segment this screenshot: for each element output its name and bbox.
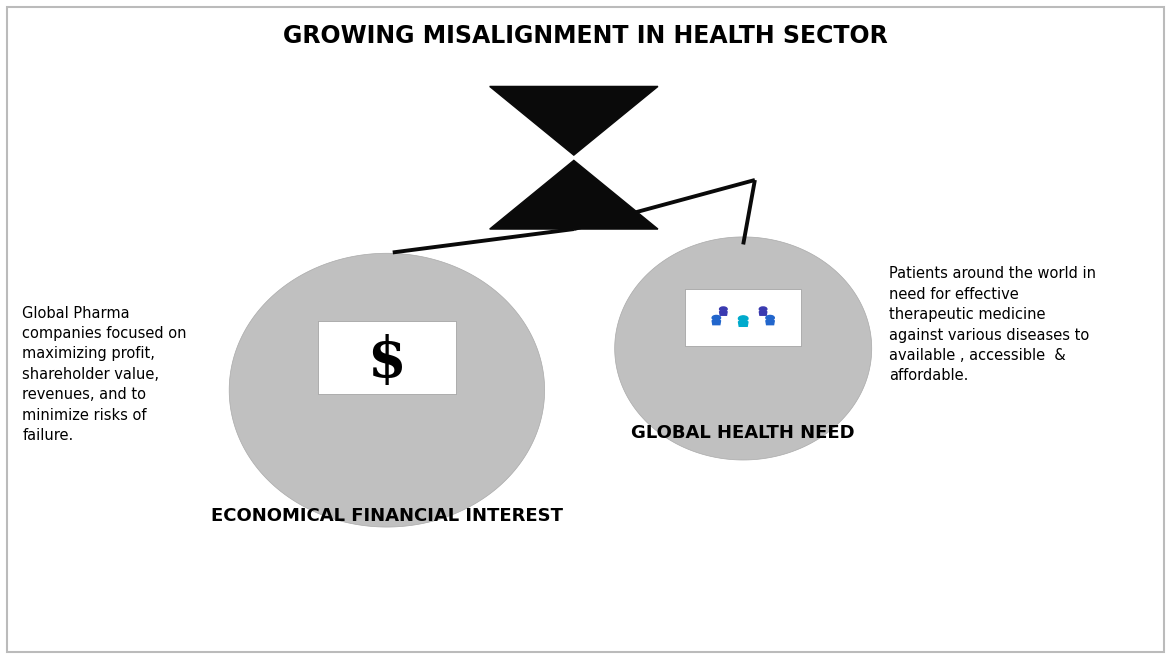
Circle shape: [739, 316, 748, 321]
Text: GLOBAL HEALTH NEED: GLOBAL HEALTH NEED: [631, 424, 855, 442]
Circle shape: [719, 307, 727, 311]
Polygon shape: [759, 311, 767, 315]
Text: Patients around the world in
need for effective
therapeutic medicine
against var: Patients around the world in need for ef…: [889, 266, 1096, 383]
FancyBboxPatch shape: [317, 321, 457, 394]
Polygon shape: [712, 321, 720, 325]
Text: Global Pharma
companies focused on
maximizing profit,
shareholder value,
revenue: Global Pharma companies focused on maxim…: [22, 306, 187, 443]
Polygon shape: [739, 322, 748, 327]
Polygon shape: [719, 311, 727, 315]
Circle shape: [759, 307, 767, 311]
Text: $: $: [368, 334, 406, 389]
FancyBboxPatch shape: [685, 288, 801, 346]
Polygon shape: [489, 87, 658, 155]
Polygon shape: [230, 253, 545, 527]
FancyBboxPatch shape: [7, 7, 1164, 652]
Circle shape: [766, 315, 774, 320]
Text: ECONOMICAL FINANCIAL INTEREST: ECONOMICAL FINANCIAL INTEREST: [211, 507, 563, 526]
Polygon shape: [615, 237, 871, 460]
Text: GROWING MISALIGNMENT IN HEALTH SECTOR: GROWING MISALIGNMENT IN HEALTH SECTOR: [283, 24, 888, 48]
Circle shape: [712, 315, 720, 320]
Polygon shape: [766, 321, 774, 325]
Polygon shape: [489, 160, 658, 229]
